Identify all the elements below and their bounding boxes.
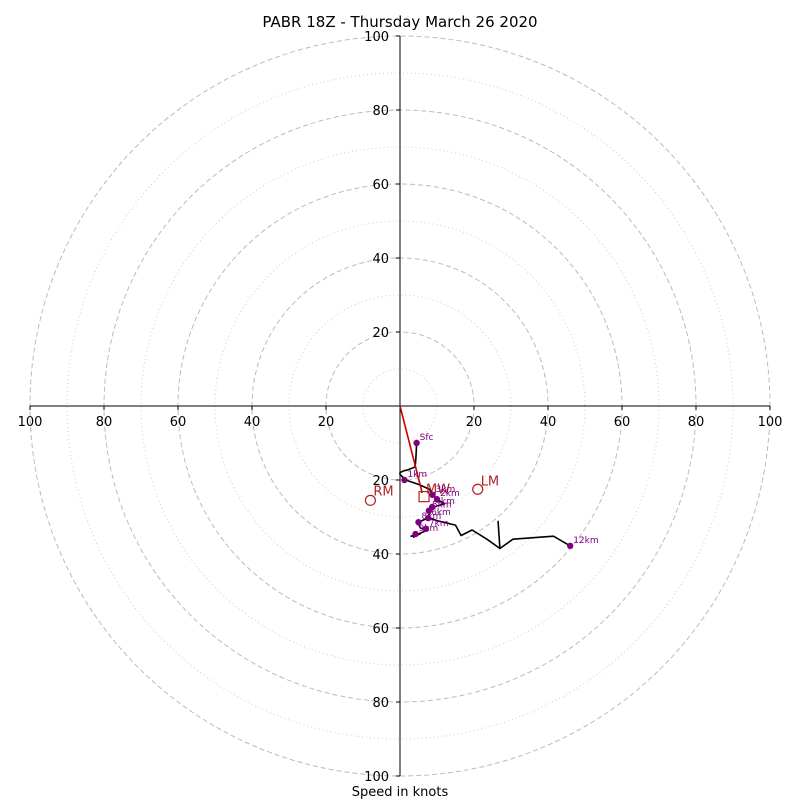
height-label-8km: 8km bbox=[422, 512, 442, 522]
height-label-Sfc: Sfc bbox=[420, 433, 434, 443]
height-marker-8km bbox=[415, 518, 422, 526]
rm-marker bbox=[364, 494, 376, 506]
height-label-3km: 3km bbox=[436, 485, 456, 495]
mw-marker bbox=[418, 491, 430, 503]
x-tick-label: 60 bbox=[170, 415, 187, 430]
height-marker-6km bbox=[424, 514, 432, 522]
height-marker-5km bbox=[425, 507, 433, 514]
x-tick-label: 80 bbox=[96, 415, 113, 430]
y-tick-label: 60 bbox=[372, 178, 389, 193]
x-tick-label: 20 bbox=[318, 415, 335, 430]
x-tick-label: 60 bbox=[614, 415, 631, 430]
x-tick-label: 80 bbox=[688, 415, 705, 430]
y-tick-label: 100 bbox=[364, 770, 389, 785]
height-marker-12km bbox=[567, 542, 574, 550]
y-tick-label: 20 bbox=[372, 326, 389, 341]
x-tick-label: 40 bbox=[244, 415, 261, 430]
storm-motion-vector bbox=[399, 405, 423, 494]
height-label-12km: 12km bbox=[573, 536, 598, 546]
height-label-4km: 4km bbox=[435, 497, 455, 507]
lm-label: LM bbox=[481, 474, 499, 489]
x-tick-label: 40 bbox=[540, 415, 557, 430]
hodograph-trace bbox=[399, 442, 571, 550]
height-label-6km: 6km bbox=[431, 508, 451, 518]
height-marker-9km bbox=[412, 530, 419, 538]
x-axis-label: Speed in knots bbox=[352, 785, 449, 800]
height-label-9km: 9km bbox=[419, 524, 439, 534]
height-marker-2km bbox=[433, 496, 441, 503]
x-tick-label: 100 bbox=[758, 415, 783, 430]
tick-labels: 100 80 60 40 20 20 40 60 80 100 100 80 60 40 20 20 40 60 8… bbox=[18, 30, 783, 785]
height-label-1km: 1km bbox=[407, 470, 427, 480]
y-tick-label: 80 bbox=[372, 696, 389, 711]
rm-label: RM bbox=[373, 484, 393, 499]
y-tick-label: 20 bbox=[372, 474, 389, 489]
chart-title: PABR 18Z - Thursday March 26 2020 bbox=[262, 13, 537, 31]
x-tick-label: 20 bbox=[466, 415, 483, 430]
height-marker-3km bbox=[429, 491, 436, 498]
height-marker-Sfc bbox=[413, 439, 420, 447]
lm-marker bbox=[472, 483, 484, 495]
y-tick-label: 60 bbox=[372, 622, 389, 637]
height-label-2km: 2km bbox=[440, 489, 460, 499]
y-tick-label: 40 bbox=[372, 252, 389, 267]
height-label-5km: 5km bbox=[432, 501, 452, 511]
y-tick-label: 40 bbox=[372, 548, 389, 563]
height-marker-7km bbox=[422, 525, 430, 533]
height-marker-1km bbox=[401, 476, 408, 484]
height-label-7km: 7km bbox=[429, 519, 449, 529]
x-tick-label: 100 bbox=[18, 415, 43, 430]
y-tick-label: 100 bbox=[364, 30, 389, 45]
y-tick-label: 80 bbox=[372, 104, 389, 119]
